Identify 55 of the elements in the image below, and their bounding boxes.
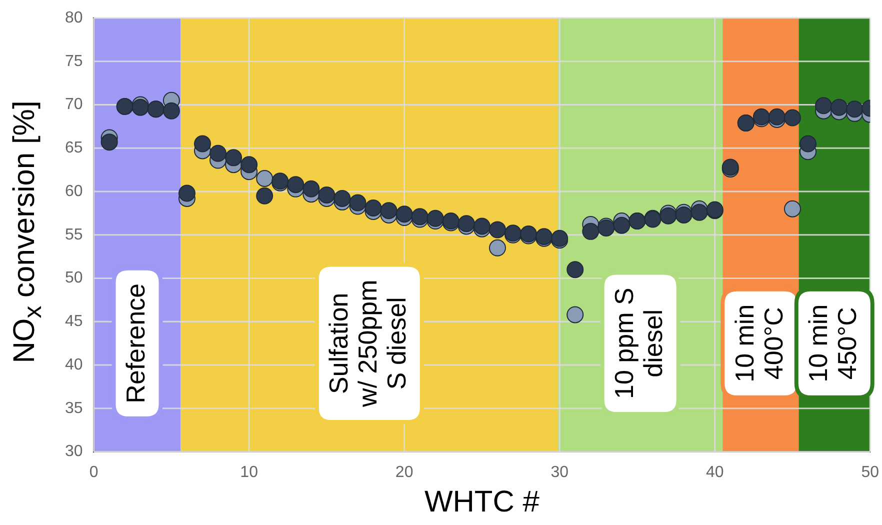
y-tick-label: 35 — [65, 400, 83, 417]
point — [488, 239, 506, 256]
point — [162, 102, 180, 120]
y-tick-label: 30 — [65, 443, 83, 460]
point — [194, 135, 211, 152]
point — [690, 204, 708, 221]
point — [566, 306, 584, 324]
y-tick-label: 70 — [65, 96, 83, 114]
point — [256, 170, 274, 188]
y-tick-label: 40 — [65, 356, 83, 374]
point — [768, 108, 786, 126]
y-tick-label: 55 — [65, 226, 83, 244]
x-tick-label: 50 — [861, 464, 880, 481]
y-tick-label: 50 — [65, 270, 83, 287]
point — [178, 184, 196, 202]
point — [784, 109, 801, 126]
y-tick-label: 75 — [65, 52, 83, 70]
band-label: 10 min 400°C — [729, 304, 788, 382]
point — [830, 98, 848, 116]
y-tick-label: 60 — [65, 182, 83, 200]
point — [302, 180, 320, 198]
point — [210, 144, 227, 162]
band-label: 10 min 450°C — [803, 304, 862, 382]
point — [318, 186, 336, 204]
point — [582, 222, 600, 240]
point — [256, 187, 274, 204]
point — [334, 190, 351, 207]
point — [566, 261, 584, 278]
point — [426, 210, 444, 227]
band-label: 10 ppm S diesel — [608, 288, 668, 399]
x-tick-label: 10 — [240, 464, 258, 481]
point — [225, 149, 242, 166]
point — [815, 97, 832, 114]
point — [100, 134, 118, 151]
x-tick-label: 40 — [706, 464, 724, 481]
point — [396, 206, 413, 223]
point — [240, 156, 258, 174]
point — [784, 200, 801, 218]
x-tick-label: 30 — [550, 464, 569, 481]
x-axis-title: WHTC # — [424, 485, 540, 518]
band-label: Sulfation w/ 250ppm S diesel — [324, 280, 412, 408]
point — [799, 135, 816, 152]
y-tick-label: 45 — [65, 313, 83, 330]
point — [349, 194, 366, 212]
point — [364, 200, 382, 217]
point — [846, 100, 864, 118]
y-tick-label: 65 — [65, 140, 83, 157]
band-label: Reference — [120, 283, 150, 404]
x-tick-label: 0 — [89, 464, 98, 481]
x-tick-label: 20 — [395, 464, 414, 481]
point — [613, 216, 630, 234]
point — [287, 176, 304, 194]
point — [380, 202, 398, 220]
y-tick-label: 80 — [65, 9, 83, 26]
point — [488, 221, 506, 238]
